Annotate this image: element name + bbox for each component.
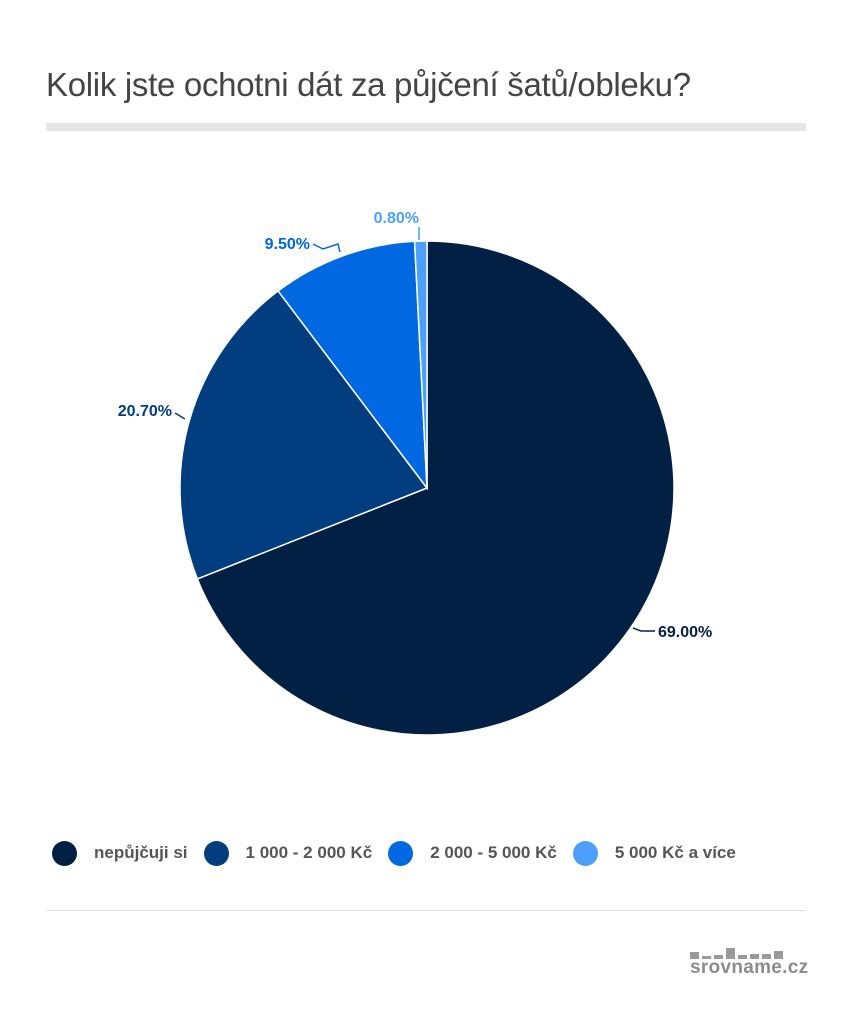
label-leader-line bbox=[174, 412, 186, 420]
legend-label: 5 000 Kč a více bbox=[614, 843, 736, 862]
label-leader-line bbox=[632, 627, 655, 632]
footer-divider bbox=[46, 910, 806, 911]
pie-labels: 69.00% 20.70% 9.50% 0.80% bbox=[118, 210, 713, 641]
pie-slice[interactable] bbox=[277, 240, 428, 491]
slice-value-label: 0.80% bbox=[374, 210, 419, 227]
pie-slice[interactable] bbox=[196, 240, 675, 736]
legend-label: 2 000 - 5 000 Kč bbox=[430, 843, 557, 862]
legend-swatch-icon bbox=[388, 840, 414, 866]
srovname-logo: srovname.cz bbox=[690, 945, 809, 981]
label-leader-line bbox=[312, 243, 341, 253]
legend-item-2000-5000[interactable]: 2 000 - 5 000 Kč bbox=[388, 840, 557, 866]
legend-swatch-icon bbox=[572, 840, 598, 866]
pie-slice[interactable] bbox=[413, 240, 428, 489]
logo-bars-icon bbox=[690, 945, 806, 959]
legend: nepůjčuji si 1 000 - 2 000 Kč 2 000 - 5 … bbox=[52, 838, 752, 868]
pie-slices bbox=[179, 240, 675, 736]
slice-value-label: 20.70% bbox=[118, 403, 172, 420]
title-divider bbox=[46, 123, 806, 131]
legend-label: 1 000 - 2 000 Kč bbox=[245, 843, 373, 862]
logo-text: srovname.cz bbox=[690, 957, 809, 978]
legend-item-5000-plus[interactable]: 5 000 Kč a více bbox=[572, 840, 736, 866]
legend-label: nepůjčuji si bbox=[94, 843, 188, 862]
slice-value-label: 9.50% bbox=[265, 236, 310, 253]
legend-swatch-icon bbox=[203, 840, 229, 866]
legend-item-nepujcuji[interactable]: nepůjčuji si bbox=[52, 840, 188, 866]
legend-item-1000-2000[interactable]: 1 000 - 2 000 Kč bbox=[203, 840, 373, 866]
legend-swatch-icon bbox=[52, 840, 77, 866]
pie-chart: 69.00% 20.70% 9.50% 0.80% bbox=[118, 210, 713, 736]
pie-slice[interactable] bbox=[179, 289, 429, 580]
slice-value-label: 69.00% bbox=[658, 624, 712, 641]
chart-title: Kolik jste ochotni dát za půjčení šatů/o… bbox=[46, 66, 691, 103]
